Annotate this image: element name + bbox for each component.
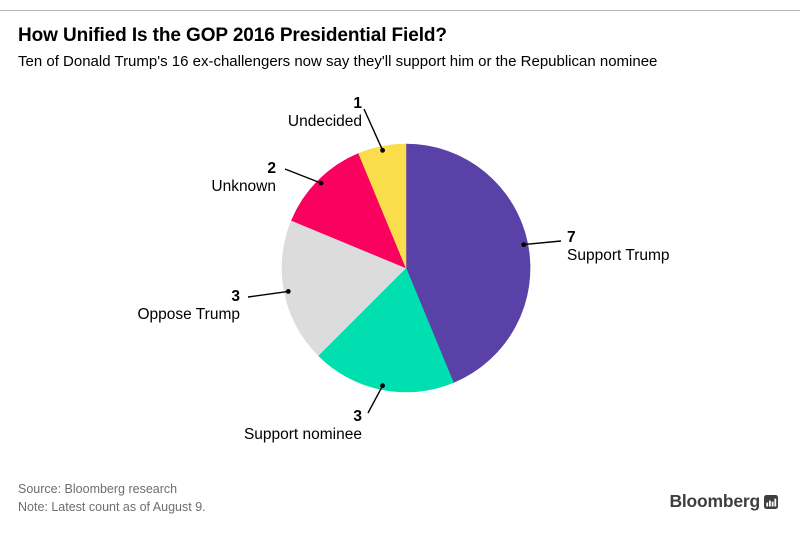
leader-dot (380, 383, 385, 389)
label-undecided: 1 Undecided (288, 95, 362, 131)
label-support-nominee-value: 3 (353, 408, 362, 425)
top-divider (0, 10, 800, 11)
label-oppose-trump-text: Oppose Trump (137, 306, 240, 323)
source-note: Source: Bloomberg research Note: Latest … (18, 480, 206, 516)
leader-line (523, 240, 562, 246)
label-oppose-trump-value: 3 (231, 288, 240, 305)
leader-line (367, 385, 384, 414)
chart-title: How Unified Is the GOP 2016 Presidential… (18, 25, 447, 46)
chart-subtitle: Ten of Donald Trump's 16 ex-challengers … (18, 53, 658, 70)
note-line: Note: Latest count as of August 9. (18, 500, 206, 514)
label-oppose-trump: 3 Oppose Trump (137, 288, 240, 324)
leader-dot (521, 242, 527, 248)
leader-line (363, 108, 384, 151)
source-line: Source: Bloomberg research (18, 482, 178, 496)
label-support-trump-value: 7 (567, 229, 576, 246)
bar-chart-icon (764, 494, 778, 509)
label-undecided-value: 1 (353, 95, 362, 112)
label-support-nominee-text: Support nominee (243, 426, 362, 443)
label-unknown: 2 Unknown (211, 160, 276, 196)
leader-line (247, 290, 289, 298)
bloomberg-logo: Bloomberg (669, 491, 778, 512)
label-unknown-value: 2 (267, 160, 276, 177)
pie-slice-undecided (358, 143, 407, 269)
label-support-trump-text: Support Trump (567, 247, 670, 264)
label-undecided-text: Undecided (287, 113, 362, 130)
leader-dot (380, 147, 385, 153)
label-unknown-text: Unknown (211, 178, 276, 195)
label-support-nominee: 3 Support nominee (244, 408, 362, 444)
bloomberg-wordmark: Bloomberg (669, 491, 760, 511)
label-support-trump: 7 Support Trump (567, 229, 670, 265)
leader-dot (318, 180, 324, 186)
pie-slice-support-nominee (317, 267, 454, 393)
leader-dot (285, 289, 291, 294)
leader-line (284, 168, 322, 184)
